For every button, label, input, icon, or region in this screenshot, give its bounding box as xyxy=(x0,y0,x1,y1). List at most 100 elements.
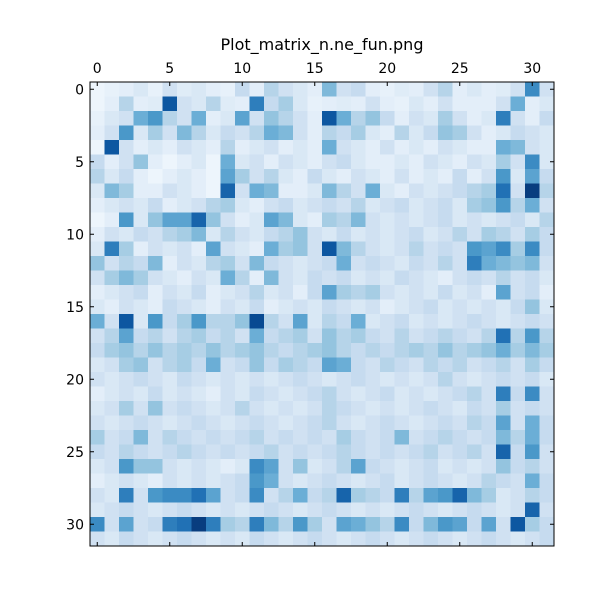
heatmap-cell xyxy=(191,140,207,155)
heatmap-cell xyxy=(351,386,366,402)
heatmap-cell xyxy=(278,111,294,126)
heatmap-cell xyxy=(148,473,163,489)
heatmap-cell xyxy=(481,285,497,300)
x-tick-label: 5 xyxy=(165,61,174,77)
heatmap-cell xyxy=(409,401,424,416)
heatmap-cell xyxy=(220,111,236,126)
heatmap-cell xyxy=(191,82,207,97)
heatmap-cell xyxy=(249,502,265,518)
heatmap-cell xyxy=(119,444,134,460)
heatmap-cell xyxy=(90,198,105,213)
heatmap-cell xyxy=(119,343,134,358)
heatmap-cell xyxy=(380,328,395,344)
heatmap-cell xyxy=(409,212,424,228)
heatmap-cell xyxy=(365,444,381,460)
heatmap-cell xyxy=(351,343,366,358)
heatmap-cell xyxy=(119,198,134,213)
heatmap-cell xyxy=(264,473,279,489)
heatmap-cell xyxy=(510,256,526,271)
heatmap-cell xyxy=(90,256,105,271)
heatmap-cell xyxy=(510,140,526,155)
heatmap-cell xyxy=(322,386,337,402)
heatmap-cell xyxy=(90,473,105,489)
heatmap-cell xyxy=(423,125,439,141)
heatmap-cell xyxy=(104,111,120,126)
heatmap-cell xyxy=(467,386,482,402)
heatmap-cell xyxy=(394,372,410,387)
heatmap-cell xyxy=(467,372,482,387)
heatmap-cell xyxy=(278,401,294,416)
heatmap-cell xyxy=(104,241,120,257)
heatmap-cell xyxy=(365,169,381,184)
heatmap-cell xyxy=(220,488,236,503)
heatmap-cell xyxy=(394,212,410,228)
heatmap-cell xyxy=(206,459,221,474)
heatmap-cell xyxy=(525,299,540,315)
heatmap-cell xyxy=(394,343,410,358)
heatmap-cell xyxy=(351,96,366,112)
heatmap-cell xyxy=(235,82,250,97)
heatmap-cell xyxy=(119,459,134,474)
heatmap-cell xyxy=(264,256,279,271)
heatmap-cell xyxy=(351,140,366,155)
heatmap-cell xyxy=(307,531,323,547)
heatmap-cell xyxy=(351,357,366,373)
heatmap-cell xyxy=(278,256,294,271)
heatmap-cell xyxy=(351,82,366,97)
heatmap-cell xyxy=(510,96,526,112)
heatmap-cell xyxy=(409,241,424,257)
heatmap-cell xyxy=(365,183,381,199)
heatmap-cell xyxy=(264,415,279,431)
heatmap-cell xyxy=(206,169,221,184)
heatmap-cell xyxy=(220,169,236,184)
heatmap-cell xyxy=(220,372,236,387)
heatmap-cell xyxy=(322,256,337,271)
heatmap-cell xyxy=(191,430,207,445)
heatmap-cell xyxy=(438,140,453,155)
heatmap-cell xyxy=(452,299,468,315)
heatmap-cell xyxy=(162,169,178,184)
heatmap-cell xyxy=(133,415,149,431)
heatmap-cell xyxy=(293,256,308,271)
heatmap-cell xyxy=(423,227,439,242)
heatmap-cell xyxy=(177,372,192,387)
heatmap-cell xyxy=(452,343,468,358)
heatmap-cell xyxy=(235,154,250,170)
heatmap-cell xyxy=(365,241,381,257)
heatmap-cell xyxy=(510,488,526,503)
heatmap-cell xyxy=(438,531,453,547)
heatmap-cell xyxy=(191,183,207,199)
heatmap-cell xyxy=(322,459,337,474)
heatmap-cell xyxy=(322,488,337,503)
heatmap-cell xyxy=(351,256,366,271)
heatmap-cell xyxy=(409,415,424,431)
heatmap-cell xyxy=(409,430,424,445)
heatmap-cell xyxy=(307,212,323,228)
heatmap-cell xyxy=(336,285,352,300)
heatmap-cell xyxy=(148,299,163,315)
heatmap-cell xyxy=(249,82,265,97)
heatmap-cell xyxy=(220,227,236,242)
heatmap-cell xyxy=(496,285,511,300)
heatmap-cell xyxy=(119,111,134,126)
heatmap-cell xyxy=(235,328,250,344)
heatmap-cell xyxy=(394,183,410,199)
heatmap-cell xyxy=(293,386,308,402)
heatmap-cell xyxy=(206,125,221,141)
heatmap-cell xyxy=(322,82,337,97)
heatmap-cell xyxy=(438,502,453,518)
heatmap-cell xyxy=(394,270,410,286)
heatmap-cell xyxy=(191,517,207,532)
heatmap-cell xyxy=(148,488,163,503)
heatmap-cell xyxy=(148,140,163,155)
heatmap-cell xyxy=(539,430,555,445)
heatmap-cell xyxy=(423,430,439,445)
heatmap-cell xyxy=(293,198,308,213)
heatmap-cell xyxy=(235,198,250,213)
heatmap-cell xyxy=(235,502,250,518)
heatmap-cell xyxy=(409,372,424,387)
heatmap-cell xyxy=(148,328,163,344)
heatmap-cell xyxy=(423,314,439,329)
heatmap-cell xyxy=(322,502,337,518)
heatmap-cell xyxy=(133,198,149,213)
